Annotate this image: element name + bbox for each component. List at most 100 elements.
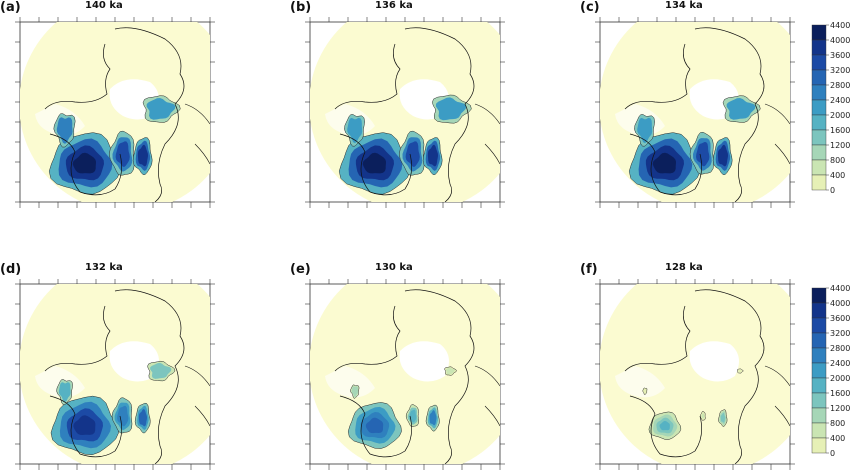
colorbar-tick-label: 800 — [830, 419, 845, 428]
arctic-ocean — [399, 341, 449, 382]
north-america-ice — [737, 368, 744, 374]
greenland-ice-sheet — [132, 137, 153, 175]
coastline-europe — [474, 365, 500, 427]
barents-ice-lobe — [109, 130, 135, 176]
barents-ice-lobe — [111, 397, 133, 434]
colorbar-tick-label: 400 — [830, 171, 845, 180]
barents-ice-lobe — [700, 411, 706, 421]
coastline-asia — [694, 27, 765, 202]
coastline-europe — [474, 103, 500, 165]
greenland-ice-sheet — [422, 137, 443, 175]
west-ice-lobe-contour — [351, 386, 358, 397]
panel-title: 130 ka — [375, 262, 413, 273]
barents-ice-lobe — [399, 130, 425, 176]
colorbar-band — [811, 332, 827, 349]
eurasian-ice-sheet-contour — [659, 420, 670, 431]
west-ice-lobe — [642, 387, 648, 395]
coastline-asia — [114, 289, 185, 464]
colorbar-top: 4400400036003200280024002000160012008004… — [811, 21, 850, 195]
colorbar-band — [811, 392, 827, 409]
north-america-ice-contour — [150, 362, 172, 379]
north-america-ice — [444, 366, 457, 376]
colorbar-band — [811, 422, 827, 439]
atlantic-ocean — [615, 366, 665, 398]
greenland-ice-sheet — [718, 409, 728, 427]
colorbar-band — [811, 347, 827, 364]
panel-title: 134 ka — [665, 0, 703, 11]
eurasian-ice-sheet — [48, 132, 121, 195]
eurasian-ice-sheet — [338, 132, 411, 195]
colorbar-band — [811, 174, 827, 191]
coastline-america — [629, 133, 702, 196]
north-america-ice-contour — [435, 97, 467, 121]
coastline-arctic — [624, 305, 691, 372]
colorbar-tick-label: 4000 — [830, 299, 850, 308]
greenland-ice-sheet — [134, 402, 151, 434]
barents-ice-lobe-contour — [117, 405, 129, 427]
eurasian-ice-sheet — [628, 132, 701, 195]
coastline-arctic — [624, 43, 691, 110]
colorbar-tick-label: 1200 — [830, 404, 850, 413]
coastline-america — [339, 133, 412, 196]
map-panel: (e) 130 ka — [290, 262, 505, 470]
map-panel: (f) 128 ka — [580, 262, 795, 470]
colorbar-tick-label: 0 — [830, 186, 835, 195]
greenland-ice-sheet-contour — [720, 412, 726, 423]
ice-thickness-map — [305, 279, 505, 470]
panel-letter: (c) — [580, 0, 600, 15]
map-panel: (a) 140 ka — [0, 0, 215, 208]
colorbar-band — [811, 159, 827, 176]
colorbar-band — [811, 437, 827, 454]
coastline-asia — [694, 289, 765, 464]
colorbar-tick-label: 400 — [830, 434, 845, 443]
coastline-asia — [114, 27, 185, 202]
coastline-arctic — [334, 43, 401, 110]
greenland-ice-sheet — [712, 137, 733, 175]
map-panel: (c) 134 ka — [580, 0, 795, 208]
colorbar-tick-label: 2000 — [830, 111, 850, 120]
coastline-america — [49, 133, 122, 196]
greenland-ice-sheet-contour — [138, 409, 147, 427]
west-ice-lobe — [344, 114, 365, 147]
barents-ice-lobe — [405, 404, 419, 427]
eurasian-ice-sheet — [50, 395, 119, 455]
colorbar-band — [811, 302, 827, 319]
coastline-europe — [184, 365, 210, 427]
colorbar-band — [811, 39, 827, 56]
colorbar-tick-label: 800 — [830, 156, 845, 165]
barents-ice-lobe — [689, 131, 714, 175]
colorbar-band — [811, 54, 827, 71]
barents-ice-lobe-contour — [409, 409, 417, 423]
north-america-ice-contour — [726, 98, 756, 120]
eurasian-ice-sheet-contour — [365, 417, 384, 434]
ice-thickness-map — [15, 17, 215, 208]
coastline-europe — [764, 365, 790, 427]
colorbar-band — [811, 144, 827, 161]
north-america-ice — [147, 360, 176, 382]
greenland-ice-sheet-contour — [717, 144, 728, 167]
panel-letter: (b) — [290, 0, 312, 15]
eurasian-ice-sheet-contour — [652, 152, 676, 174]
north-america-ice — [142, 95, 181, 123]
colorbar-tick-label: 4400 — [830, 21, 850, 30]
west-ice-lobe — [56, 379, 73, 405]
ice-thickness-map — [595, 17, 795, 208]
west-ice-lobe — [634, 114, 655, 147]
map-panel: (d) 132 ka — [0, 262, 215, 470]
eurasian-ice-sheet — [648, 411, 682, 440]
colorbar-tick-label: 2400 — [830, 96, 850, 105]
colorbar-tick-label: 1200 — [830, 141, 850, 150]
coastline-america — [339, 395, 412, 458]
ice-thickness-map — [305, 17, 505, 208]
colorbar-tick-label: 2400 — [830, 359, 850, 368]
colorbar-band — [811, 84, 827, 101]
colorbar-tick-label: 1600 — [830, 389, 850, 398]
north-america-ice-contour — [445, 367, 455, 375]
arctic-ocean — [109, 341, 159, 382]
colorbar-tick-label: 3600 — [830, 314, 850, 323]
arctic-ocean — [689, 341, 739, 382]
barents-ice-lobe-contour — [696, 142, 710, 167]
greenland-ice-sheet-contour — [427, 144, 438, 167]
atlantic-ocean — [325, 366, 375, 398]
colorbar-tick-label: 3200 — [830, 66, 850, 75]
